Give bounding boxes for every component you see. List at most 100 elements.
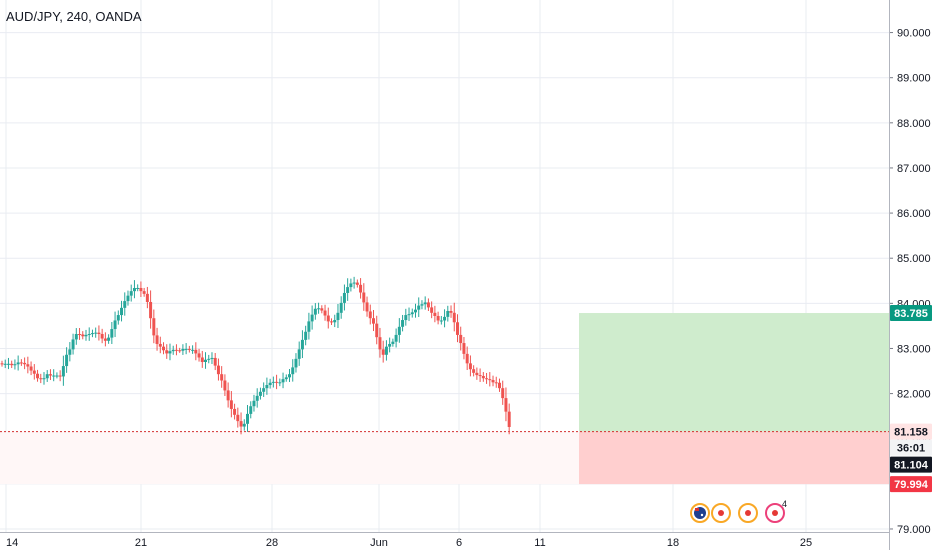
candle-body [436,315,440,321]
candle-body [129,291,133,296]
candle [213,352,217,371]
flag-au-icon[interactable] [690,503,710,523]
candle [275,374,279,390]
candle-body [485,378,489,380]
candle-body [210,357,214,359]
candle-body [368,311,372,319]
candle [97,325,101,341]
entry-price-badge-bg [890,423,932,440]
candle [468,355,472,377]
price-axis[interactable]: 79.00080.00081.00082.00083.00084.00085.0… [889,0,932,550]
candle [229,391,233,418]
candle [449,305,453,318]
candle-body [29,366,33,371]
candle [87,327,91,341]
candle-body [187,348,191,350]
candle [494,376,498,388]
candle [426,298,430,311]
candle-body [81,334,85,337]
candle-body [397,326,401,335]
current-price-badge: 81.104 [890,456,932,473]
event-count-badge: 4 [782,499,787,509]
candle [433,305,437,323]
candle [65,347,69,373]
candle [378,327,382,358]
candle [149,290,153,329]
candle-body [207,358,211,360]
candle [443,309,447,328]
candle-body [132,287,136,292]
countdown-badge-bg [890,439,932,456]
candle [485,372,489,384]
candle-body [84,334,88,337]
candle-body [330,321,334,323]
candle-body [497,382,501,389]
candle-body [113,320,117,330]
candle [384,340,388,361]
candle [362,283,366,311]
candle-body [194,349,198,354]
events[interactable]: 4 [690,499,787,523]
candle [68,342,72,362]
candle [304,325,308,346]
candle [194,342,198,361]
take-profit-badge-text: 83.785 [894,308,928,320]
candle [381,340,385,363]
candle [168,343,172,361]
candle [436,311,440,325]
candle-body [452,312,456,323]
current-price-badge-text: 81.104 [894,460,929,472]
candle-body [168,351,172,354]
candle-body [388,343,392,347]
event-dot [772,510,778,516]
candle [391,338,395,347]
candle-body [291,367,295,375]
y-tick-label: 89.000 [897,73,931,85]
candle-body [19,362,23,364]
candle [223,374,227,396]
candle [294,353,298,373]
candle [178,347,182,353]
candle-body [472,369,476,373]
candle [74,328,78,345]
candle [439,315,443,325]
candle-body [262,388,266,392]
candle-body [346,287,350,293]
candle-body [410,312,414,315]
economic-event-icon[interactable] [738,503,758,523]
economic-event-icon[interactable] [765,503,785,523]
candle [420,300,424,310]
candle-body [426,302,430,308]
candle [349,278,353,292]
candle [13,359,17,370]
candle [352,276,356,289]
candle-body [252,400,256,407]
candle [58,370,62,382]
candle [123,292,127,316]
event-dot [745,510,751,516]
candle-body [42,378,46,380]
economic-event-icon[interactable] [711,503,731,523]
chart-title: AUD/JPY, 240, OANDA [6,9,142,24]
y-tick-label: 86.000 [897,208,931,220]
candle [452,302,456,332]
candle-body [481,375,485,379]
candle [404,308,408,326]
candle-body [265,385,269,389]
candle-body [71,339,75,350]
candle [310,305,314,330]
candle-body [443,316,447,321]
time-axis[interactable]: 14 21 28 Jun 6 11 18 25 [0,532,889,550]
position-zones [0,313,889,485]
candle-body [97,332,101,335]
candle [417,297,421,318]
candle [262,382,266,397]
x-tick-label: 21 [135,537,147,549]
candle [61,355,65,386]
candle [291,359,295,382]
candle-body [288,374,292,378]
candle-body [45,374,49,379]
x-tick-label: 18 [667,537,679,549]
